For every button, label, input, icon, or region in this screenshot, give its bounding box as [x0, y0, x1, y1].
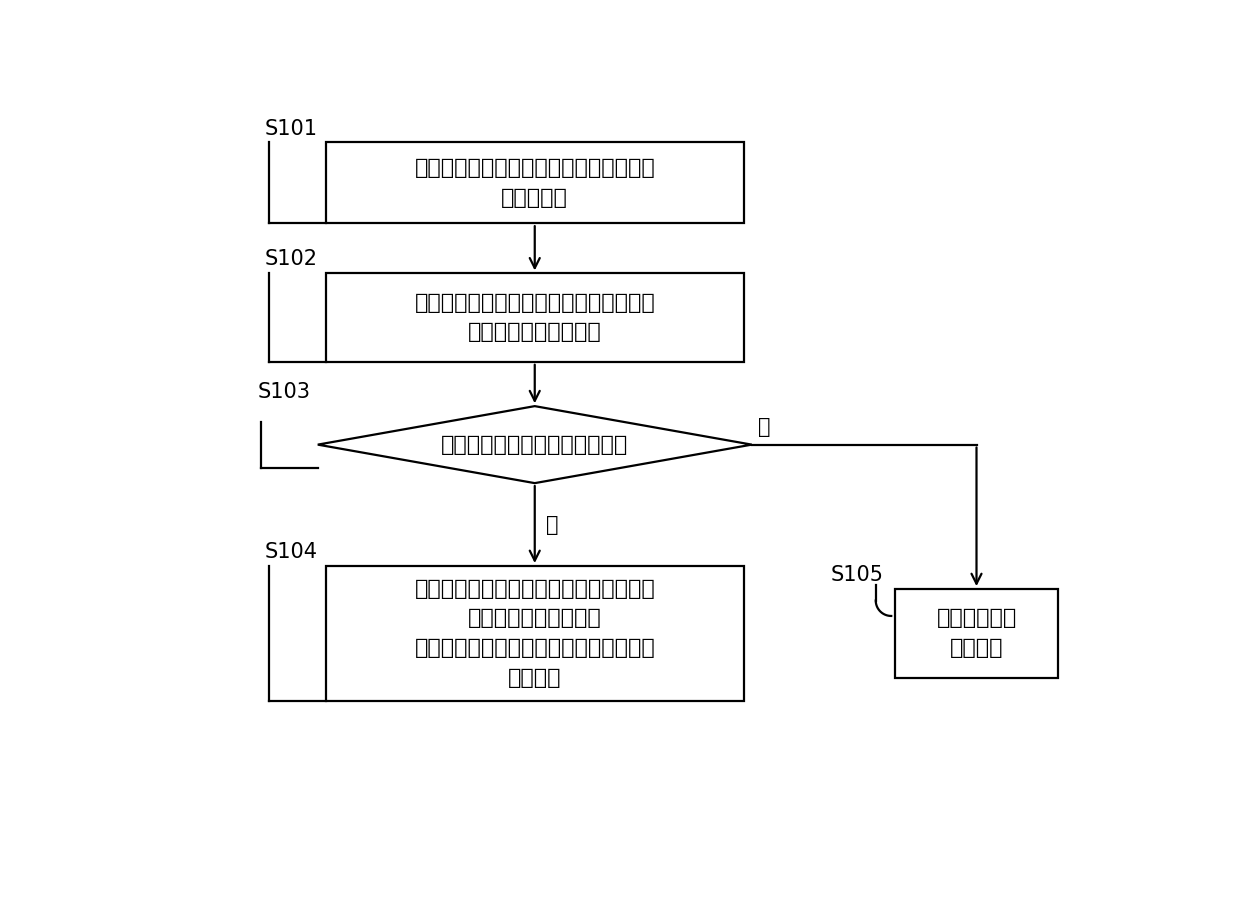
Text: 购买者将身份证件放置于身份证认证区以
获取购买者的身份信息: 购买者将身份证件放置于身份证认证区以 获取购买者的身份信息: [414, 292, 655, 343]
Text: 判断身份信息是否满足购买条件: 判断身份信息是否满足购买条件: [441, 435, 629, 454]
Text: S104: S104: [265, 542, 317, 562]
Text: S105: S105: [831, 565, 883, 585]
Bar: [895, 589, 1058, 677]
Text: 是: 是: [547, 515, 559, 535]
Text: 购买者进行付款，售卖终端同时推出购买
者购买的烟品和赠送的
品吸烟，购买者取走所购买的烟品和赠送
的品吸烟: 购买者进行付款，售卖终端同时推出购买 者购买的烟品和赠送的 品吸烟，购买者取走所…: [414, 579, 655, 687]
Text: S101: S101: [265, 119, 317, 139]
Polygon shape: [317, 406, 751, 484]
Bar: [325, 143, 744, 223]
Text: 否: 否: [758, 417, 770, 437]
Bar: [325, 566, 744, 701]
Text: S103: S103: [258, 382, 310, 402]
Text: S102: S102: [265, 250, 317, 270]
Text: 售卖终端提示
无法购买: 售卖终端提示 无法购买: [936, 609, 1017, 658]
Bar: [325, 273, 744, 362]
Text: 购买者在售卖终端上点选所需的烟品并确
认购买信息: 购买者在售卖终端上点选所需的烟品并确 认购买信息: [414, 158, 655, 207]
